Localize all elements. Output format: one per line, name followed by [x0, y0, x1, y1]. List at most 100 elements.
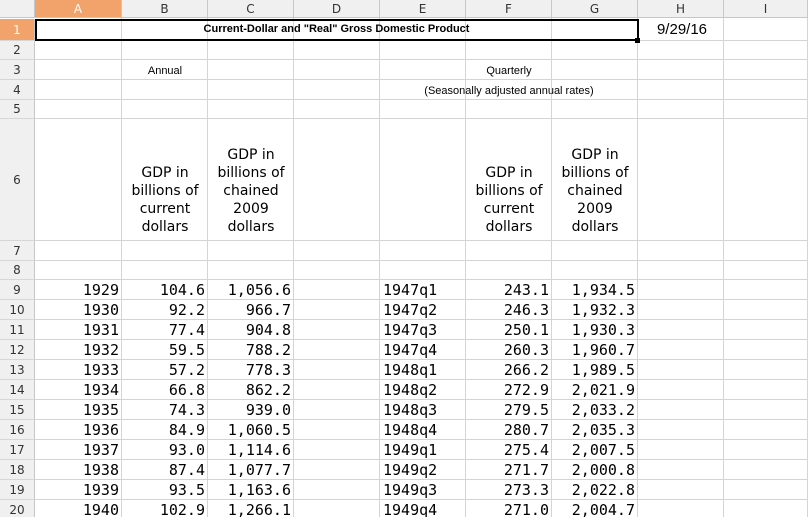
select-all-corner[interactable] — [0, 0, 35, 18]
gdp-quarter-current-cell[interactable]: 246.3 — [503, 301, 549, 319]
gdp-quarter-real-cell[interactable]: 2,022.8 — [571, 481, 635, 499]
quarter-cell[interactable]: 1947q1 — [383, 281, 438, 299]
header-c-chained[interactable]: GDP in billions of chained 2009 dollars — [217, 147, 285, 235]
gdp-quarter-real-cell[interactable]: 2,035.3 — [571, 421, 635, 439]
gdp-quarter-real-cell[interactable]: 2,007.5 — [571, 441, 635, 459]
column-header-h[interactable]: H — [638, 0, 724, 18]
quarter-cell[interactable]: 1948q3 — [383, 401, 438, 419]
gdp-real-cell[interactable]: 939.0 — [245, 401, 291, 419]
gdp-current-cell[interactable]: 77.4 — [168, 321, 205, 339]
cell-grid[interactable] — [35, 18, 808, 517]
year-cell[interactable]: 1939 — [82, 481, 119, 499]
gdp-quarter-current-cell[interactable]: 271.0 — [503, 501, 549, 517]
gdp-current-cell[interactable]: 93.0 — [168, 441, 205, 459]
annual-label[interactable]: Annual — [147, 65, 183, 77]
gdp-real-cell[interactable]: 1,077.7 — [227, 461, 291, 479]
row-header-1[interactable]: 1 — [0, 19, 35, 41]
gdp-quarter-real-cell[interactable]: 1,960.7 — [571, 341, 635, 359]
gdp-quarter-current-cell[interactable]: 279.5 — [503, 401, 549, 419]
row-header-4[interactable]: 4 — [0, 80, 35, 100]
gdp-real-cell[interactable]: 966.7 — [245, 301, 291, 319]
year-cell[interactable]: 1931 — [82, 321, 119, 339]
gdp-real-cell[interactable]: 1,266.1 — [227, 501, 291, 517]
gdp-current-cell[interactable]: 59.5 — [168, 341, 205, 359]
gdp-quarter-current-cell[interactable]: 275.4 — [503, 441, 549, 459]
fill-handle[interactable] — [635, 38, 640, 43]
row-header-20[interactable]: 20 — [0, 500, 35, 517]
year-cell[interactable]: 1932 — [82, 341, 119, 359]
year-cell[interactable]: 1934 — [82, 381, 119, 399]
row-header-15[interactable]: 15 — [0, 400, 35, 420]
row-header-2[interactable]: 2 — [0, 41, 35, 60]
quarterly-label[interactable]: Quarterly — [486, 65, 532, 77]
gdp-real-cell[interactable]: 1,060.5 — [227, 421, 291, 439]
title-cell[interactable]: Current-Dollar and "Real" Gross Domestic… — [203, 23, 470, 35]
row-header-13[interactable]: 13 — [0, 360, 35, 380]
date-cell[interactable]: 9/29/16 — [656, 21, 708, 38]
gdp-real-cell[interactable]: 1,056.6 — [227, 281, 291, 299]
row-header-7[interactable]: 7 — [0, 241, 35, 261]
gdp-current-cell[interactable]: 87.4 — [168, 461, 205, 479]
column-header-g[interactable]: G — [552, 0, 638, 18]
gdp-quarter-real-cell[interactable]: 2,021.9 — [571, 381, 635, 399]
gdp-quarter-current-cell[interactable]: 280.7 — [503, 421, 549, 439]
year-cell[interactable]: 1937 — [82, 441, 119, 459]
column-header-a[interactable]: A — [35, 0, 122, 18]
column-header-i[interactable]: I — [724, 0, 808, 18]
column-header-c[interactable]: C — [208, 0, 294, 18]
quarter-cell[interactable]: 1947q4 — [383, 341, 438, 359]
gdp-real-cell[interactable]: 1,114.6 — [227, 441, 291, 459]
quarter-cell[interactable]: 1949q3 — [383, 481, 438, 499]
header-b-current[interactable]: GDP in billions of current dollars — [131, 165, 199, 235]
gdp-quarter-current-cell[interactable]: 250.1 — [503, 321, 549, 339]
year-cell[interactable]: 1940 — [82, 501, 119, 517]
gdp-real-cell[interactable]: 862.2 — [245, 381, 291, 399]
seasonal-note[interactable]: (Seasonally adjusted annual rates) — [424, 85, 594, 97]
gdp-quarter-real-cell[interactable]: 1,989.5 — [571, 361, 635, 379]
quarter-cell[interactable]: 1947q3 — [383, 321, 438, 339]
gdp-current-cell[interactable]: 92.2 — [168, 301, 205, 319]
gdp-quarter-current-cell[interactable]: 260.3 — [503, 341, 549, 359]
quarter-cell[interactable]: 1948q2 — [383, 381, 438, 399]
gdp-real-cell[interactable]: 788.2 — [245, 341, 291, 359]
gdp-quarter-real-cell[interactable]: 2,033.2 — [571, 401, 635, 419]
row-header-14[interactable]: 14 — [0, 380, 35, 400]
year-cell[interactable]: 1929 — [82, 281, 119, 299]
quarter-cell[interactable]: 1949q4 — [383, 501, 438, 517]
row-header-11[interactable]: 11 — [0, 320, 35, 340]
row-header-16[interactable]: 16 — [0, 420, 35, 440]
year-cell[interactable]: 1938 — [82, 461, 119, 479]
row-header-3[interactable]: 3 — [0, 60, 35, 80]
quarter-cell[interactable]: 1949q2 — [383, 461, 438, 479]
gdp-quarter-current-cell[interactable]: 243.1 — [503, 281, 549, 299]
row-header-6[interactable]: 6 — [0, 119, 35, 241]
header-g-chained[interactable]: GDP in billions of chained 2009 dollars — [561, 147, 629, 235]
row-header-8[interactable]: 8 — [0, 261, 35, 280]
row-header-19[interactable]: 19 — [0, 480, 35, 500]
column-header-d[interactable]: D — [294, 0, 380, 18]
gdp-current-cell[interactable]: 104.6 — [159, 281, 205, 299]
year-cell[interactable]: 1933 — [82, 361, 119, 379]
quarter-cell[interactable]: 1949q1 — [383, 441, 438, 459]
gdp-quarter-current-cell[interactable]: 272.9 — [503, 381, 549, 399]
column-header-e[interactable]: E — [380, 0, 466, 18]
gdp-quarter-real-cell[interactable]: 1,932.3 — [571, 301, 635, 319]
gdp-quarter-current-cell[interactable]: 273.3 — [503, 481, 549, 499]
quarter-cell[interactable]: 1948q1 — [383, 361, 438, 379]
row-header-12[interactable]: 12 — [0, 340, 35, 360]
row-header-5[interactable]: 5 — [0, 100, 35, 119]
year-cell[interactable]: 1930 — [82, 301, 119, 319]
gdp-current-cell[interactable]: 93.5 — [168, 481, 205, 499]
row-header-17[interactable]: 17 — [0, 440, 35, 460]
gdp-current-cell[interactable]: 74.3 — [168, 401, 205, 419]
column-header-f[interactable]: F — [466, 0, 552, 18]
gdp-quarter-real-cell[interactable]: 1,934.5 — [571, 281, 635, 299]
quarter-cell[interactable]: 1947q2 — [383, 301, 438, 319]
gdp-quarter-current-cell[interactable]: 271.7 — [503, 461, 549, 479]
gdp-current-cell[interactable]: 66.8 — [168, 381, 205, 399]
gdp-real-cell[interactable]: 1,163.6 — [227, 481, 291, 499]
column-header-b[interactable]: B — [122, 0, 208, 18]
gdp-current-cell[interactable]: 57.2 — [168, 361, 205, 379]
header-f-current[interactable]: GDP in billions of current dollars — [475, 165, 543, 235]
